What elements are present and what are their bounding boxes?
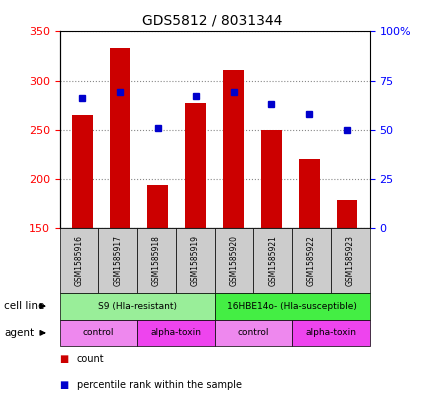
Text: GSM1585923: GSM1585923 [346,235,355,286]
Text: GSM1585918: GSM1585918 [152,235,161,286]
Text: alpha-toxin: alpha-toxin [306,329,357,337]
Bar [110,48,130,228]
Text: alpha-toxin: alpha-toxin [150,329,201,337]
Text: count: count [76,354,104,364]
Text: GSM1585922: GSM1585922 [307,235,316,286]
Text: cell line: cell line [4,301,45,311]
Text: 16HBE14o- (Hla-susceptible): 16HBE14o- (Hla-susceptible) [227,302,357,310]
Text: GSM1585916: GSM1585916 [74,235,83,286]
Bar [261,130,282,228]
Text: percentile rank within the sample: percentile rank within the sample [76,380,241,389]
Text: control: control [238,329,269,337]
Text: ■: ■ [60,380,69,389]
Text: GSM1585917: GSM1585917 [113,235,122,286]
Text: ■: ■ [60,354,69,364]
Bar [147,185,168,228]
Text: GSM1585920: GSM1585920 [230,235,238,286]
Bar [337,200,357,228]
Bar [299,159,320,228]
Text: S9 (Hla-resistant): S9 (Hla-resistant) [98,302,176,310]
Text: GDS5812 / 8031344: GDS5812 / 8031344 [142,14,283,28]
Bar [223,70,244,228]
Bar [185,103,206,228]
Text: GSM1585919: GSM1585919 [191,235,200,286]
Text: control: control [82,329,114,337]
Text: agent: agent [4,328,34,338]
Text: GSM1585921: GSM1585921 [268,235,277,286]
Bar [72,115,93,228]
